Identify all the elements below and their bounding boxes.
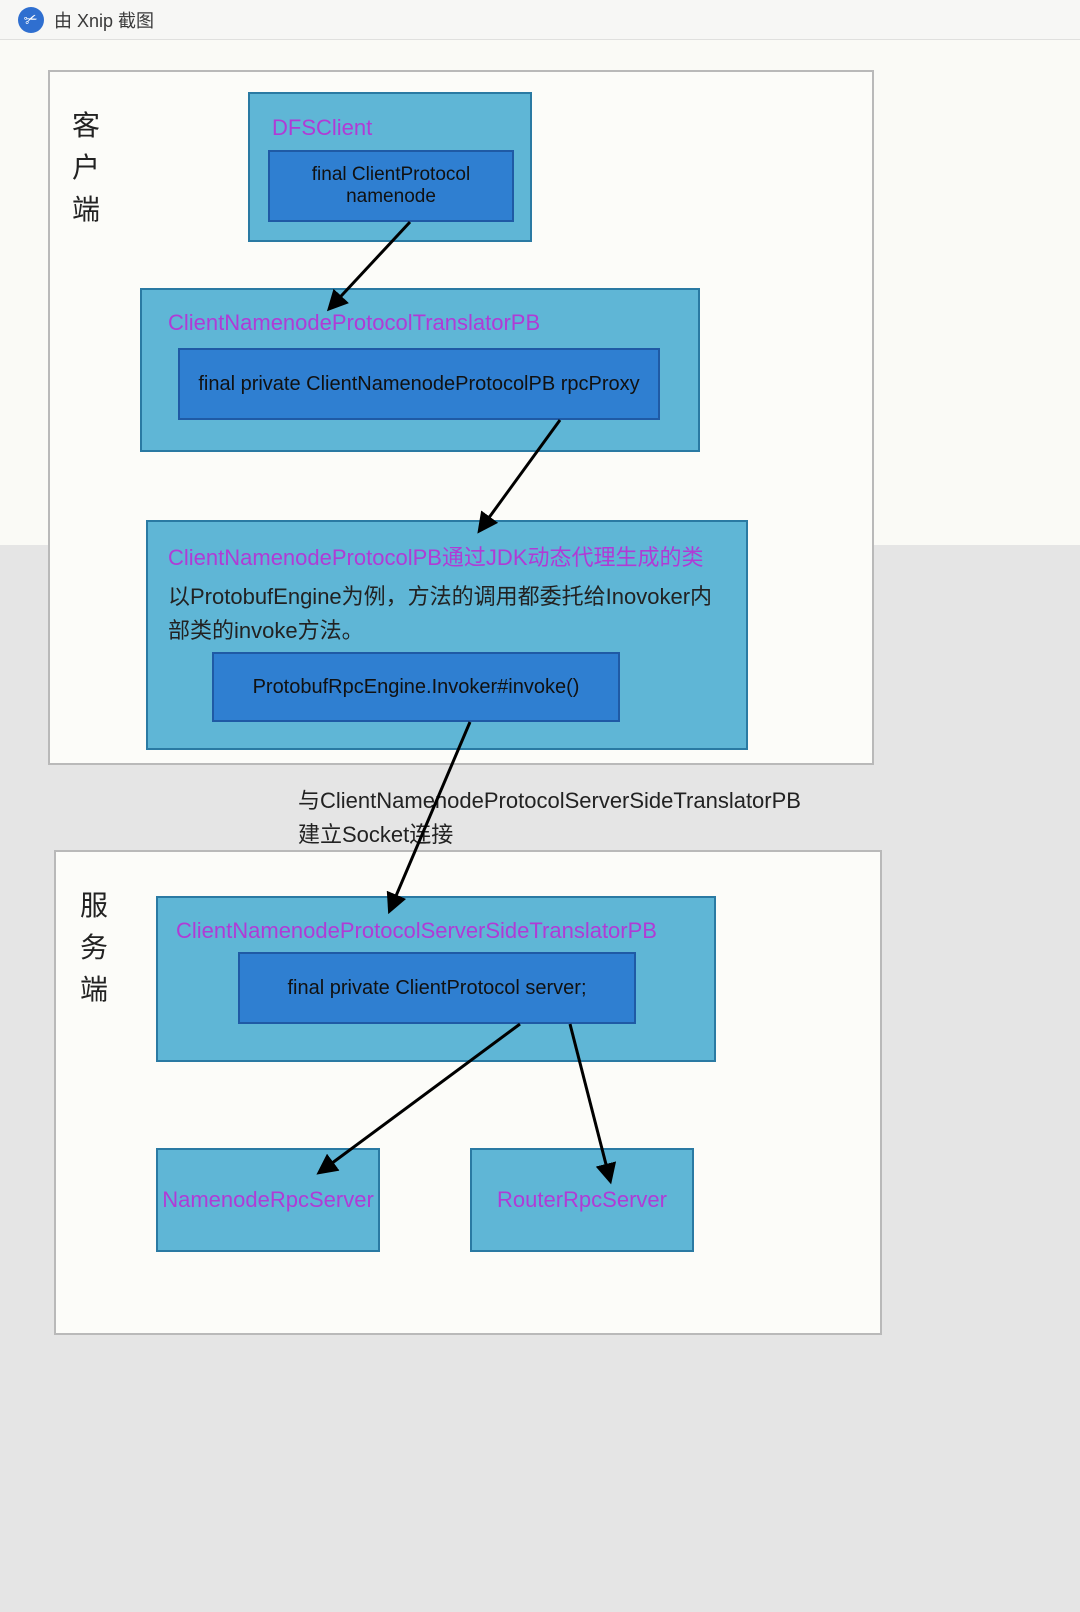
dfsclient-title: DFSClient bbox=[272, 115, 372, 141]
diagram-canvas: 客 户 端 DFSClient final ClientProtocol nam… bbox=[0, 40, 1080, 1612]
xnip-icon bbox=[18, 7, 44, 33]
server-section-label: 服 务 端 bbox=[80, 885, 108, 1011]
topbar-label: 由 Xnip 截图 bbox=[54, 7, 154, 33]
client-translator-title: ClientNamenodeProtocolTranslatorPB bbox=[168, 310, 540, 336]
server-translator-field: final private ClientProtocol server; bbox=[238, 952, 636, 1024]
namenode-rpc-server-box: NamenodeRpcServer bbox=[156, 1148, 380, 1252]
router-rpc-server-box: RouterRpcServer bbox=[470, 1148, 694, 1252]
server-translator-title: ClientNamenodeProtocolServerSideTranslat… bbox=[176, 918, 657, 944]
proxy-field: ProtobufRpcEngine.Invoker#invoke() bbox=[212, 652, 620, 722]
proxy-desc: 以ProtobufEngine为例，方法的调用都委托给Inovoker内部类的i… bbox=[168, 580, 728, 648]
dfsclient-field: final ClientProtocol namenode bbox=[268, 150, 514, 222]
connector-text: 与ClientNamenodeProtocolServerSideTransla… bbox=[298, 784, 801, 852]
client-section-label: 客 户 端 bbox=[72, 105, 100, 231]
client-translator-field: final private ClientNamenodeProtocolPB r… bbox=[178, 348, 660, 420]
proxy-title: ClientNamenodeProtocolPB通过JDK动态代理生成的类 bbox=[168, 540, 704, 572]
topbar: 由 Xnip 截图 bbox=[0, 0, 1080, 40]
